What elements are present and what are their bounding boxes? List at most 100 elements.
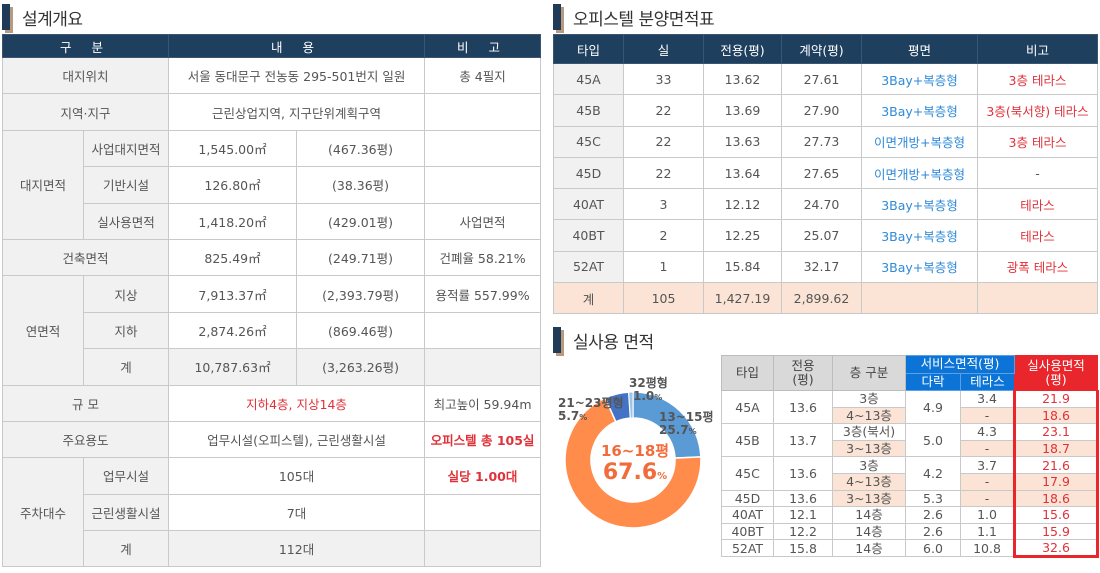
spec-title-text: 설계개요 (22, 9, 83, 30)
table-row: 지하 2,874.26㎡ (869.46평) (3, 311, 542, 350)
header-content: 내 용 (168, 34, 426, 58)
sub-label: 근린생활시설 (82, 493, 170, 532)
table-row-total: 계 112대 (3, 530, 542, 568)
header-service-area: 서비스면적(평) (904, 355, 1016, 374)
row-note (424, 93, 542, 131)
cell-type: 45D (553, 156, 624, 190)
cell-contract: 25.07 (781, 219, 862, 252)
cell-floor: 14층 (832, 506, 906, 524)
table-row: 규 모 지하4층, 지상14층 최고높이 59.94m (1, 384, 542, 422)
value-pyeong: (249.71평) (296, 238, 426, 277)
table-row: 45D 22 13.64 27.65 이면개방+복층형 - (553, 156, 1098, 190)
value-m2: 2,874.26㎡ (168, 311, 298, 350)
header-exclusive: 전용(평) (773, 355, 833, 391)
table-row: 주차대수 업무시설 105대 실당 1.00대 (2, 457, 542, 568)
table-row: 52AT 1 15.84 32.17 3Bay+복층형 광폭 테라스 (553, 250, 1098, 284)
cell-contract: 27.61 (781, 62, 862, 96)
cell-floor: 3~13층 (832, 489, 906, 508)
value-m2: 1,545.00㎡ (168, 129, 298, 168)
cell-floor: 3~13층 (832, 439, 906, 458)
table-header-row: 타입 실 전용(평) 계약(평) 평면 비고 (553, 34, 1098, 64)
center-label: 16~18평 (600, 442, 670, 460)
cell-contract: 27.90 (781, 94, 862, 127)
cell-real: 17.9 (1013, 472, 1100, 491)
row-value: 112대 (168, 530, 426, 568)
header-type: 타입 (553, 34, 624, 64)
cell-plan: 이면개방+복층형 (861, 156, 978, 190)
row-label: 지역·지구 (1, 93, 170, 131)
cell-note: - (977, 156, 1098, 190)
cell-attic: 5.0 (905, 423, 961, 458)
header-type: 타입 (721, 355, 774, 391)
cell-plan: 3Bay+복층형 (861, 94, 978, 127)
cell-type: 45A (721, 389, 774, 425)
cell-note: 3층 테라스 (977, 125, 1098, 158)
cell-type: 45B (553, 94, 624, 127)
header-units: 실 (623, 34, 704, 64)
table-row: 기반시설 126.80㎡ (38.36평) (3, 166, 542, 204)
real-use-area-table: 타입 전용 (평) 층 구분 서비스면적(평) 실사용면적 (평) 다락 테라스 4… (721, 355, 1100, 559)
table-row: 근린생활시설 7대 (3, 493, 542, 532)
table-row: 45A 33 13.62 27.61 3Bay+복층형 3층 테라스 (553, 62, 1098, 96)
cell-plan: 3Bay+복층형 (861, 219, 978, 252)
header-category: 구 분 (1, 34, 170, 58)
sub-label: 사업대지면적 (82, 129, 170, 168)
cell-exclusive: 12.25 (703, 219, 782, 252)
cell-floor: 14층 (832, 522, 906, 541)
row-label: 건축면적 (1, 238, 170, 277)
title-bar-icon (2, 4, 10, 30)
cell-attic: 2.6 (905, 506, 961, 524)
value-m2: 10,787.63㎡ (168, 348, 298, 386)
cell-total-units: 105 (623, 282, 704, 315)
row-value: 업무시설(오피스텔), 근린생활시설 (168, 420, 426, 459)
cell-terrace: 3.7 (959, 456, 1016, 474)
cell-real: 18.6 (1013, 489, 1100, 508)
cell-contract: 24.70 (781, 188, 862, 221)
row-note: 오피스텔 총 105실 (424, 420, 542, 459)
cell-exclusive: 13.64 (703, 156, 782, 190)
header-terrace: 테라스 (959, 372, 1016, 391)
cell-units: 3 (623, 188, 704, 221)
cell-note: 테라스 (977, 219, 1098, 252)
table-row: 3~13층 - 18.7 (722, 439, 1100, 458)
table-header-row: 타입 전용 (평) 층 구분 서비스면적(평) 실사용면적 (평) (721, 355, 1099, 391)
cell-plan: 3Bay+복층형 (861, 250, 978, 284)
cell-exclusive: 13.6 (773, 389, 833, 425)
row-label: 주요용도 (1, 420, 170, 459)
table-row: 40AT 12.1 14층 2.6 1.0 15.6 (721, 506, 1100, 524)
header-note: 비 고 (424, 34, 542, 58)
table-row: 45A 13.6 3층 4.9 3.4 21.9 (721, 389, 1100, 425)
cell-note: 테라스 (977, 188, 1098, 221)
table-row-total: 계 10,787.63㎡ (3,263.26평) (3, 348, 542, 386)
table-row: 대지면적 사업대지면적 1,545.00㎡ (467.36평) (2, 129, 542, 240)
sub-label: 지상 (82, 275, 170, 313)
value-m2: 1,418.20㎡ (168, 202, 298, 240)
row-note: 사업면적 (424, 202, 542, 240)
cell-exclusive: 13.6 (773, 456, 833, 491)
cell-units: 33 (623, 62, 704, 96)
cell-terrace: - (959, 439, 1016, 458)
cell-exclusive: 12.12 (703, 188, 782, 221)
row-note (424, 493, 542, 532)
cell-type: 45D (721, 489, 774, 508)
cell-total-exclusive: 1,427.19 (703, 282, 782, 315)
cell-units: 1 (623, 250, 704, 284)
sale-section-title: 오피스텔 분양면적표 (553, 2, 715, 32)
cell-real: 15.6 (1013, 506, 1100, 524)
cell-type: 40BT (721, 522, 774, 541)
cell-type: 45C (721, 456, 774, 491)
table-header-row: 구 분 내 용 비 고 (1, 34, 542, 58)
cell-note: 광폭 테라스 (977, 250, 1098, 284)
table-row: 52AT 15.8 14층 6.0 10.8 32.6 (721, 539, 1100, 559)
cell-terrace: - (959, 472, 1016, 491)
cell-attic: 4.9 (905, 389, 961, 425)
row-value: 105대 (168, 457, 426, 495)
spec-section-title: 설계개요 (2, 2, 83, 32)
row-note: 실당 1.00대 (424, 457, 542, 495)
cell-empty (977, 282, 1098, 315)
table-row: 실사용면적 1,418.20㎡ (429.01평) 사업면적 (3, 202, 542, 240)
sub-label: 기반시설 (82, 166, 170, 204)
slice-16-18 (564, 396, 702, 529)
cell-floor: 3층 (832, 456, 906, 474)
cell-exclusive: 13.62 (703, 62, 782, 96)
